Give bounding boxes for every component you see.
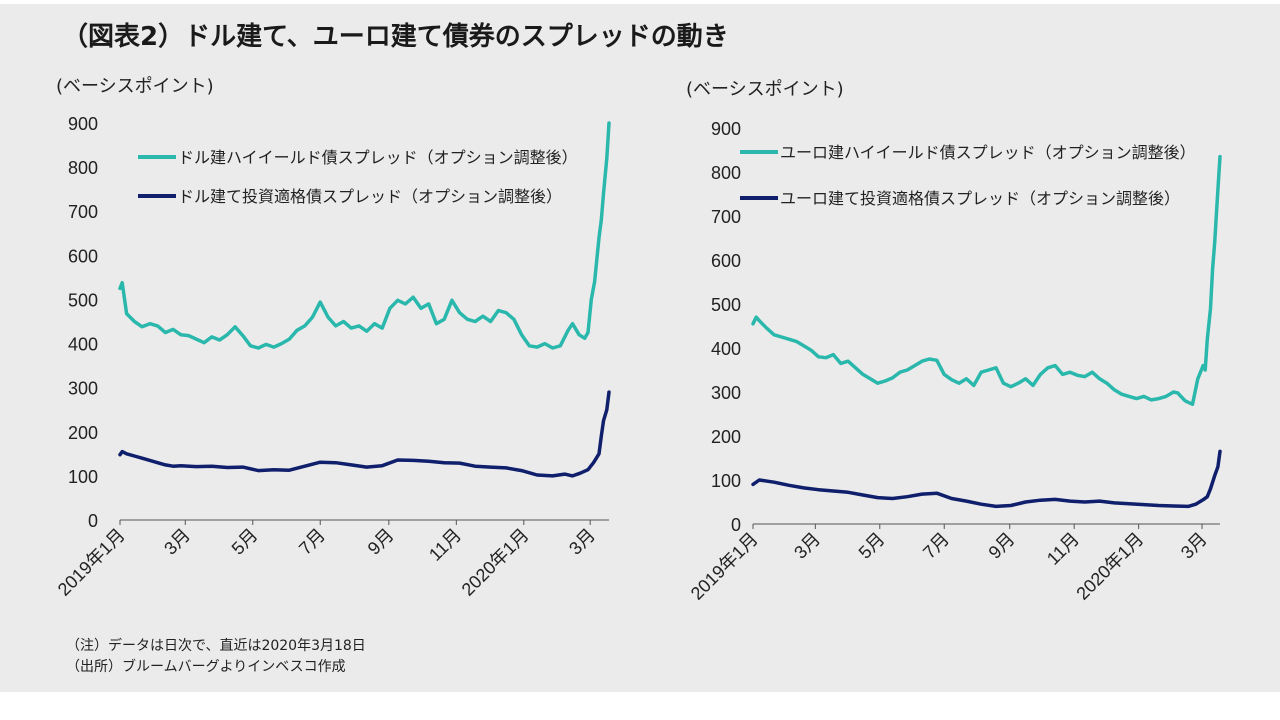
usd-y-tick-label: 800	[68, 158, 98, 178]
usd-y-tick-label: 500	[68, 290, 98, 310]
usd-x-tick-label: 2019年1月	[54, 525, 129, 600]
eur-y-tick-label: 800	[711, 163, 741, 183]
usd-x-tick-label: 3月	[565, 525, 599, 559]
usd-legend-entry: ドル建て投資適格債スプレッド（オプション調整後）	[138, 187, 562, 206]
top-border	[0, 0, 1280, 4]
eur-x-tick-label: 11月	[1043, 529, 1083, 569]
usd-x-tick-label: 5月	[228, 525, 262, 559]
eur-y-tick-label: 400	[711, 339, 741, 359]
usd-y-tick-label: 600	[68, 246, 98, 266]
eur-y-tick-label: 300	[711, 383, 741, 403]
eur-y-tick-label: 0	[731, 515, 741, 535]
figure-title: （図表2）ドル建て、ユーロ建て債券のスプレッドの動き	[62, 22, 729, 52]
eur-x-tick-label: 3月	[790, 529, 824, 563]
usd-y-tick-label: 200	[68, 423, 98, 443]
usd-legend-label: ドル建て投資適格債スプレッド（オプション調整後）	[178, 187, 562, 206]
usd-x-tick-label: 11月	[425, 525, 465, 565]
eur-x-tick-label: 3月	[1177, 529, 1211, 563]
usd-y-tick-label: 100	[68, 467, 98, 487]
usd-y-tick-label: 700	[68, 202, 98, 222]
usd-x-tick-label: 9月	[364, 525, 398, 559]
eur-y-tick-label: 700	[711, 207, 741, 227]
usd-legend-label: ドル建ハイイールド債スプレッド（オプション調整後）	[178, 148, 578, 167]
usd-y-tick-label: 900	[68, 114, 98, 134]
data-note: （注）データは日次で、直近は2020年3月18日	[66, 638, 366, 654]
eur-y-tick-label: 200	[711, 427, 741, 447]
usd-x-tick-label: 7月	[295, 525, 329, 559]
usd-spread-chart: (ベーシスポイント) 0 100 200 300 400 500 600 700 800 900 20…	[54, 76, 611, 600]
usd-high-yield-line	[118, 121, 611, 350]
eur-legend-entry: ユーロ建て投資適格債スプレッド（オプション調整後）	[740, 189, 1180, 208]
usd-x-tick-label: 2020年1月	[458, 525, 533, 600]
eur-y-tick-label: 100	[711, 471, 741, 491]
eur-investment-grade-line	[751, 449, 1222, 509]
eur-x-tick-label: 9月	[985, 529, 1019, 563]
eur-legend-label: ユーロ建ハイイールド債スプレッド（オプション調整後）	[780, 143, 1196, 162]
eur-x-tick-label: 2019年1月	[687, 529, 762, 604]
usd-x-tick-label: 3月	[160, 525, 194, 559]
eur-high-yield-line	[751, 154, 1222, 407]
eur-x-tick-label: 5月	[855, 529, 889, 563]
eur-y-tick-label: 600	[711, 251, 741, 271]
eur-y-tick-label: 500	[711, 295, 741, 315]
eur-x-tick-label: 2020年1月	[1072, 529, 1147, 604]
usd-investment-grade-line	[118, 390, 611, 478]
usd-legend-entry: ドル建ハイイールド債スプレッド（オプション調整後）	[138, 148, 578, 167]
eur-spread-chart: (ベーシスポイント) 0 100 200 300 400 500 600 700 800 900 20…	[686, 79, 1222, 604]
usd-y-tick-label: 300	[68, 379, 98, 399]
eur-x-tick-label: 7月	[919, 529, 953, 563]
usd-y-tick-label: 0	[88, 511, 98, 531]
eur-y-axis-title: (ベーシスポイント)	[686, 79, 844, 100]
usd-y-tick-label: 400	[68, 335, 98, 355]
notes-block: （注）データは日次で、直近は2020年3月18日 （出所）ブルームバーグよりイン…	[66, 636, 366, 678]
usd-y-axis-title: (ベーシスポイント)	[56, 76, 214, 97]
eur-y-tick-label: 900	[711, 119, 741, 139]
source-note: （出所）ブルームバーグよりインベスコ作成	[66, 659, 346, 675]
figure-panel	[0, 0, 1280, 692]
eur-legend-label: ユーロ建て投資適格債スプレッド（オプション調整後）	[780, 189, 1180, 208]
eur-legend-entry: ユーロ建ハイイールド債スプレッド（オプション調整後）	[740, 143, 1196, 162]
